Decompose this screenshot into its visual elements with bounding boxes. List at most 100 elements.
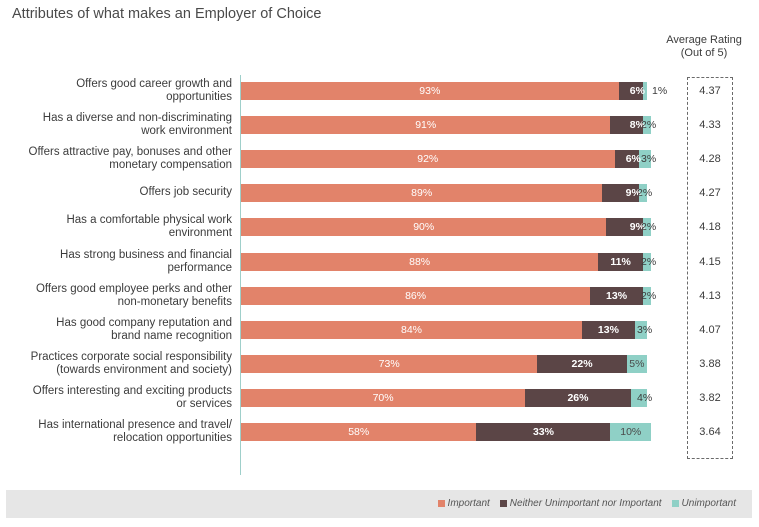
data-label-unimportant: 4% (637, 392, 653, 404)
category-label-line: Has good company reputation and (56, 316, 232, 329)
category-label: Has good company reputation and brand nam… (8, 317, 232, 344)
data-label-important: 84% (401, 324, 423, 336)
data-label-unimportant: 2% (641, 119, 657, 131)
average-rating-value: 4.37 (699, 85, 721, 97)
data-label-important: 92% (417, 153, 439, 165)
bar-segment-unimportant (642, 287, 652, 305)
data-label-important: 73% (378, 358, 400, 370)
data-label-important: 90% (413, 221, 435, 233)
bar-segment-neither (598, 253, 643, 271)
data-label-neither: 26% (567, 392, 589, 404)
legend-label-important: Important (447, 498, 490, 509)
data-label-neither: 13% (606, 290, 628, 302)
average-rating-value: 4.28 (699, 153, 721, 165)
bar-segment-important (241, 218, 607, 236)
data-label-unimportant: 2% (637, 187, 653, 199)
bar-segment-unimportant (642, 253, 652, 271)
category-label: Offers good employee perks and other non-… (8, 283, 232, 310)
chart-title: Attributes of what makes an Employer of … (12, 6, 322, 22)
data-label-neither: 8% (629, 119, 645, 131)
data-label-unimportant: 3% (637, 324, 653, 336)
data-label-neither: 13% (597, 324, 619, 336)
bar-segment-neither (606, 218, 643, 236)
average-rating-value: 4.27 (699, 187, 721, 199)
data-label-important: 58% (348, 426, 370, 438)
bar-segment-unimportant (630, 389, 647, 407)
bar-segment-unimportant (634, 321, 647, 339)
category-label-line: opportunities (166, 91, 232, 103)
average-rating-header-line2: (Out of 5) (680, 47, 728, 59)
bar-segment-unimportant (642, 116, 652, 134)
data-label-important: 91% (415, 119, 437, 131)
data-label-neither: 9% (625, 187, 641, 199)
category-label-line: Offers interesting and exciting products (32, 384, 232, 397)
bar-segment-unimportant (638, 150, 652, 168)
data-label-important: 93% (419, 85, 441, 97)
bar-segment-important (241, 287, 591, 305)
bar-segment-neither (476, 423, 611, 441)
legend-label-neither: Neither Unimportant nor Important (509, 498, 662, 509)
average-rating-value: 3.82 (699, 392, 721, 404)
bar-segment-neither (614, 150, 639, 168)
average-rating-header-line1: Average Rating (666, 34, 742, 46)
average-rating-value: 4.18 (699, 221, 721, 233)
category-label-line: Offers attractive pay, bonuses and other (28, 145, 233, 158)
data-label-neither: 6% (629, 85, 645, 97)
data-label-unimportant: 2% (641, 256, 657, 268)
category-label: Has international presence and travel/re… (8, 419, 232, 446)
average-rating-value: 4.07 (699, 324, 721, 336)
bar-segment-important (241, 184, 603, 202)
legend-item-neither: Neither Unimportant nor Important (499, 498, 662, 509)
data-label-unimportant: 5% (629, 358, 645, 370)
category-label-line: Has strong business and financial (60, 248, 232, 261)
bar-segment-important (241, 355, 538, 373)
data-label-neither: 22% (571, 358, 593, 370)
bar-segment-important (241, 116, 611, 134)
data-label-important: 86% (405, 290, 427, 302)
category-label-line: Practices corporate social responsibilit… (30, 350, 232, 363)
bar-segment-unimportant (610, 423, 652, 441)
average-rating-value: 4.15 (699, 256, 721, 268)
legend-label-unimportant: Unimportant (681, 498, 736, 509)
bar-segment-unimportant (642, 218, 652, 236)
category-label-line: Offers job security (139, 186, 232, 199)
category-label: Offers good career growth and opportuniti… (8, 78, 232, 105)
data-label-important: 89% (411, 187, 433, 199)
bar-segment-neither (537, 355, 627, 373)
data-label-unimportant: 2% (641, 221, 657, 233)
category-label-line: Offers good employee perks and other (35, 282, 232, 295)
legend-item-unimportant: Unimportant (671, 498, 736, 509)
average-rating-header: Average Rating (Out of 5) (661, 34, 747, 60)
category-label: Has a diverse and non-discriminating work… (8, 112, 232, 139)
legend-swatch-unimportant (671, 500, 679, 507)
category-label: Has strong business and financial perform… (8, 249, 232, 276)
category-label-line: Has international presence and travel/ (38, 418, 232, 431)
category-label-line: environment (168, 227, 232, 239)
average-rating-value: 3.88 (699, 358, 721, 370)
bar-segment-important (241, 389, 526, 407)
legend-swatch-neither (499, 500, 507, 507)
legend-swatch-important (437, 500, 445, 507)
category-label-line: work environment (141, 125, 232, 137)
bar-segment-neither (610, 116, 643, 134)
data-label-neither: 9% (629, 221, 645, 233)
average-rating-value: 3.64 (699, 426, 721, 438)
average-rating-value: 4.13 (699, 290, 721, 302)
category-label-line: performance (167, 262, 232, 274)
category-label: Practices corporate social responsibilit… (8, 351, 232, 378)
category-label-line: relocation opportunities (113, 432, 232, 444)
category-label-line: (towards environment and society) (56, 364, 232, 376)
bar-segment-important (241, 321, 583, 339)
bar-segment-unimportant (638, 184, 647, 202)
category-label: Has a comfortable physical work environme… (8, 214, 232, 241)
category-label-line: Has a diverse and non-discriminating (42, 111, 232, 124)
bar-segment-neither (582, 321, 635, 339)
bar-segment-important (241, 82, 619, 100)
data-label-unimportant: 2% (641, 290, 657, 302)
bar-segment-unimportant (642, 82, 647, 100)
category-label-line: non-monetary benefits (117, 296, 232, 308)
data-label-neither: 11% (610, 256, 631, 268)
category-label-line: Has a comfortable physical work (66, 213, 232, 226)
data-label-neither: 33% (532, 426, 554, 438)
bar-segment-neither (618, 82, 643, 100)
